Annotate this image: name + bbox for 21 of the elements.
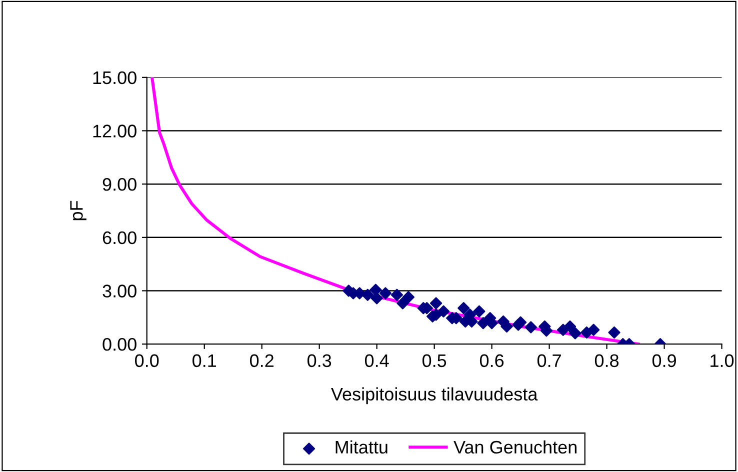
x-tick-label: 0.0 (135, 354, 159, 368)
y-tick-label: 15.00 (93, 71, 136, 84)
x-tick-label: 0.6 (480, 354, 504, 368)
x-tick-label: 1.0 (710, 354, 734, 368)
x-tick-label: 0.2 (250, 354, 274, 368)
y-tick-label: 12.00 (93, 124, 136, 138)
legend-label: Mitattu (336, 440, 388, 454)
y-tick-label: 6.00 (102, 231, 136, 244)
x-tick-label: 0.8 (594, 354, 619, 368)
y-tick-label: 0.00 (102, 338, 136, 351)
x-tick-label: 0.7 (537, 354, 561, 368)
x-tick-label: 0.5 (422, 354, 446, 368)
legend-label: Van Genuchten (454, 440, 576, 454)
x-axis-title: Vesipitoisuus tilavuudesta (331, 387, 538, 404)
x-tick-label: 0.3 (307, 354, 332, 368)
x-tick-label: 0.9 (652, 354, 676, 368)
y-axis-title: pF (70, 200, 86, 220)
y-tick-label: 3.00 (102, 284, 136, 298)
x-tick-label: 0.4 (364, 354, 389, 368)
x-tick-label: 0.1 (192, 354, 216, 368)
y-tick-label: 9.00 (102, 178, 136, 191)
